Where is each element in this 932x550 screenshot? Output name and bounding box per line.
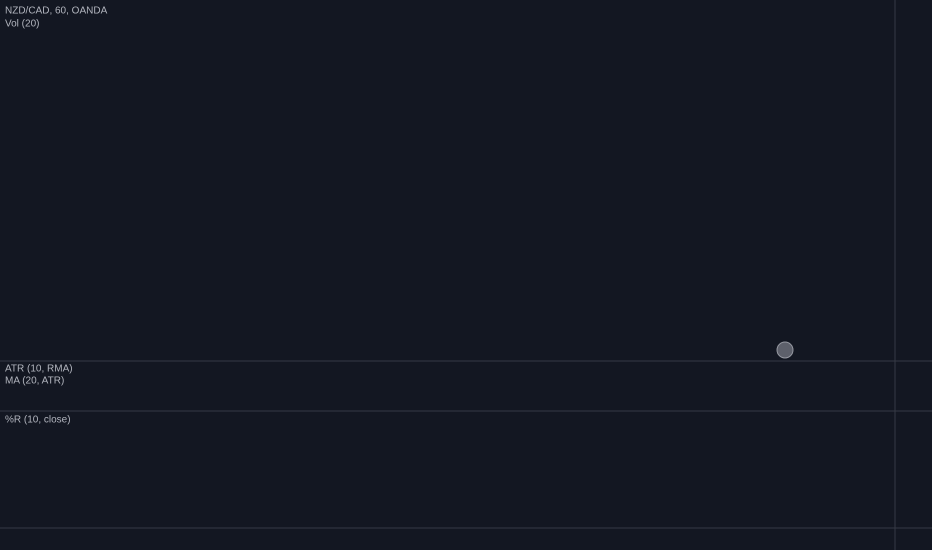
icon[interactable] <box>776 341 794 359</box>
legend-entry: ATR (10, RMA) <box>5 364 73 375</box>
volume-legend: Vol (20) <box>5 19 39 30</box>
labels: NZD/CAD, 60, OANDA Vol (20) ATR (10, RMA… <box>5 6 108 426</box>
legend-entry: MA (20, ATR) <box>5 376 64 387</box>
legend-entry: %R (10, close) <box>5 415 71 426</box>
chart-title: NZD/CAD, 60, OANDA <box>5 6 108 17</box>
